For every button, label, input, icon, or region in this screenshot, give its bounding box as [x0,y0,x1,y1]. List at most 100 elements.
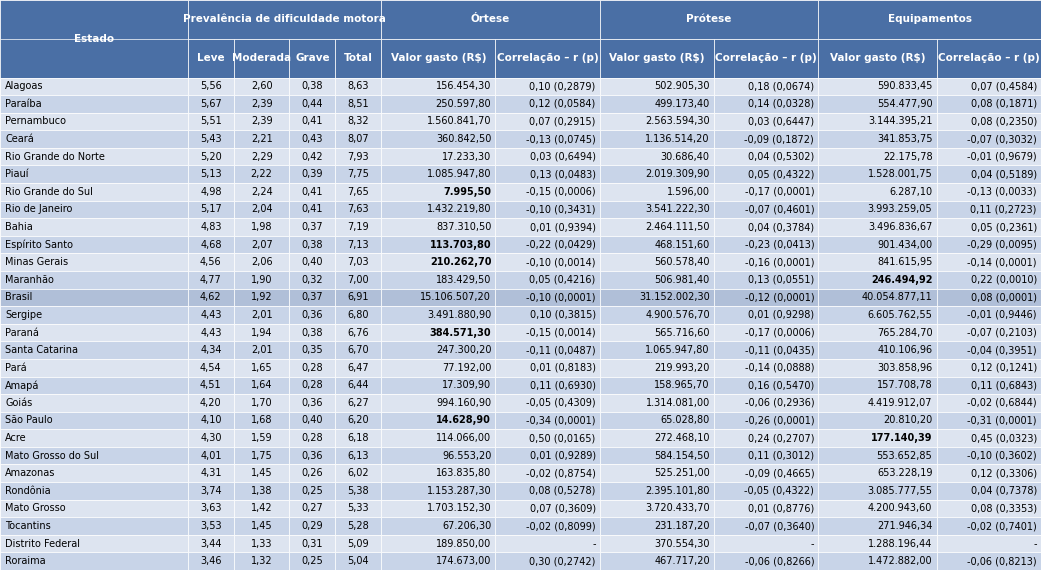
Text: -0,09 (0,4665): -0,09 (0,4665) [744,469,815,478]
Text: 0,03 (0,6494): 0,03 (0,6494) [530,152,596,162]
Bar [0,359,188,377]
Bar [233,131,289,148]
Bar [289,165,335,183]
Text: 4,51: 4,51 [200,380,222,390]
Text: 113.703,80: 113.703,80 [430,239,491,250]
Bar [495,377,600,394]
Text: 384.571,30: 384.571,30 [430,328,491,337]
Bar [936,271,1040,288]
Bar [233,412,289,429]
Text: 3.993.259,05: 3.993.259,05 [868,205,932,214]
Bar [495,412,600,429]
Bar [335,306,382,324]
Text: 837.310,50: 837.310,50 [436,222,491,232]
Bar [495,218,600,236]
Bar [188,288,233,306]
Text: 1,75: 1,75 [251,451,272,461]
Text: 1,90: 1,90 [251,275,272,285]
Bar [0,113,188,131]
Text: -0,02 (0,8754): -0,02 (0,8754) [526,469,596,478]
Bar [233,482,289,500]
Text: -0,10 (0,3602): -0,10 (0,3602) [967,451,1036,461]
Text: 20.810,20: 20.810,20 [883,416,932,425]
Bar [188,412,233,429]
Bar [233,552,289,570]
Text: 0,25: 0,25 [302,556,324,566]
Bar [233,341,289,359]
Bar [188,429,233,447]
Text: 231.187,20: 231.187,20 [655,521,709,531]
Text: 0,13 (0,0551): 0,13 (0,0551) [748,275,815,285]
Bar [289,271,335,288]
Text: 0,43: 0,43 [302,134,323,144]
Text: 4,68: 4,68 [200,239,222,250]
Text: 0,39: 0,39 [302,169,323,179]
Bar [188,95,233,113]
Text: Ceará: Ceará [5,134,34,144]
Bar [335,465,382,482]
Bar [495,131,600,148]
Bar [188,183,233,201]
Bar [936,183,1040,201]
Text: 0,11 (0,6843): 0,11 (0,6843) [971,380,1036,390]
Text: 0,01 (0,9289): 0,01 (0,9289) [530,451,596,461]
Bar [714,552,819,570]
Text: 0,26: 0,26 [302,469,324,478]
Text: 0,11 (0,3012): 0,11 (0,3012) [748,451,815,461]
Bar [819,39,936,78]
Bar [819,306,936,324]
Bar [382,165,495,183]
Bar [188,535,233,552]
Bar [233,236,289,254]
Text: 8,51: 8,51 [348,99,369,109]
Bar [289,535,335,552]
Bar [819,236,936,254]
Text: -0,12 (0,0001): -0,12 (0,0001) [744,292,815,302]
Bar [188,500,233,517]
Bar [819,78,936,95]
Bar [335,254,382,271]
Bar [382,500,495,517]
Text: 0,08 (0,1871): 0,08 (0,1871) [971,99,1036,109]
Text: 5,43: 5,43 [200,134,222,144]
Text: 0,04 (0,3784): 0,04 (0,3784) [748,222,815,232]
Bar [819,254,936,271]
Text: 1,70: 1,70 [251,398,272,408]
Bar [0,288,188,306]
Bar [289,148,335,165]
Text: Valor gasto (R$): Valor gasto (R$) [829,53,925,63]
Text: Maranhão: Maranhão [5,275,54,285]
Text: 7,00: 7,00 [348,275,369,285]
Bar [600,95,714,113]
Text: Moderada: Moderada [232,53,291,63]
Text: 6,44: 6,44 [348,380,369,390]
Bar [188,482,233,500]
Text: 0,07 (0,2915): 0,07 (0,2915) [530,116,596,127]
Text: 4.200.943,60: 4.200.943,60 [868,503,932,514]
Bar [936,254,1040,271]
Text: -0,10 (0,0014): -0,10 (0,0014) [527,257,596,267]
Text: 506.981,40: 506.981,40 [655,275,709,285]
Bar [495,306,600,324]
Text: 7,19: 7,19 [348,222,369,232]
Text: 0,05 (0,4216): 0,05 (0,4216) [530,275,596,285]
Text: -0,15 (0,0006): -0,15 (0,0006) [526,187,596,197]
Text: 1,64: 1,64 [251,380,272,390]
Text: 554.477,90: 554.477,90 [877,99,932,109]
Text: Correlação – r (p): Correlação – r (p) [937,53,1039,63]
Bar [936,113,1040,131]
Text: 1.432.219,80: 1.432.219,80 [427,205,491,214]
Bar [0,412,188,429]
Text: 0,18 (0,0674): 0,18 (0,0674) [748,82,815,91]
Text: Equipamentos: Equipamentos [888,14,971,25]
Bar [0,429,188,447]
Bar [819,324,936,341]
Text: 6,76: 6,76 [348,328,369,337]
Text: 2,24: 2,24 [251,187,272,197]
Text: 4,43: 4,43 [200,310,222,320]
Bar [495,165,600,183]
Text: 0,07 (0,3609): 0,07 (0,3609) [530,503,596,514]
Text: Paraná: Paraná [5,328,39,337]
Text: 370.554,30: 370.554,30 [655,539,709,548]
Bar [289,218,335,236]
